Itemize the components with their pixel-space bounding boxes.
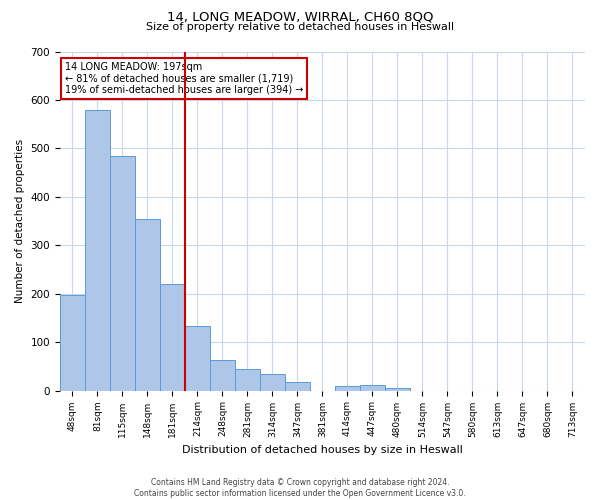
Bar [110, 156, 135, 390]
Y-axis label: Number of detached properties: Number of detached properties [15, 139, 25, 303]
Bar [360, 385, 385, 390]
Bar [235, 370, 260, 390]
Bar [285, 382, 310, 390]
Bar [160, 284, 185, 391]
Bar [385, 388, 410, 390]
Bar [85, 110, 110, 390]
Text: 14, LONG MEADOW, WIRRAL, CH60 8QQ: 14, LONG MEADOW, WIRRAL, CH60 8QQ [167, 10, 433, 23]
Text: Contains HM Land Registry data © Crown copyright and database right 2024.
Contai: Contains HM Land Registry data © Crown c… [134, 478, 466, 498]
Bar [210, 360, 235, 390]
Text: 14 LONG MEADOW: 197sqm
← 81% of detached houses are smaller (1,719)
19% of semi-: 14 LONG MEADOW: 197sqm ← 81% of detached… [65, 62, 304, 95]
Text: Size of property relative to detached houses in Heswall: Size of property relative to detached ho… [146, 22, 454, 32]
Bar [260, 374, 285, 390]
Bar [335, 386, 360, 390]
Bar [60, 295, 85, 390]
X-axis label: Distribution of detached houses by size in Heswall: Distribution of detached houses by size … [182, 445, 463, 455]
Bar [135, 219, 160, 390]
Bar [185, 326, 210, 390]
